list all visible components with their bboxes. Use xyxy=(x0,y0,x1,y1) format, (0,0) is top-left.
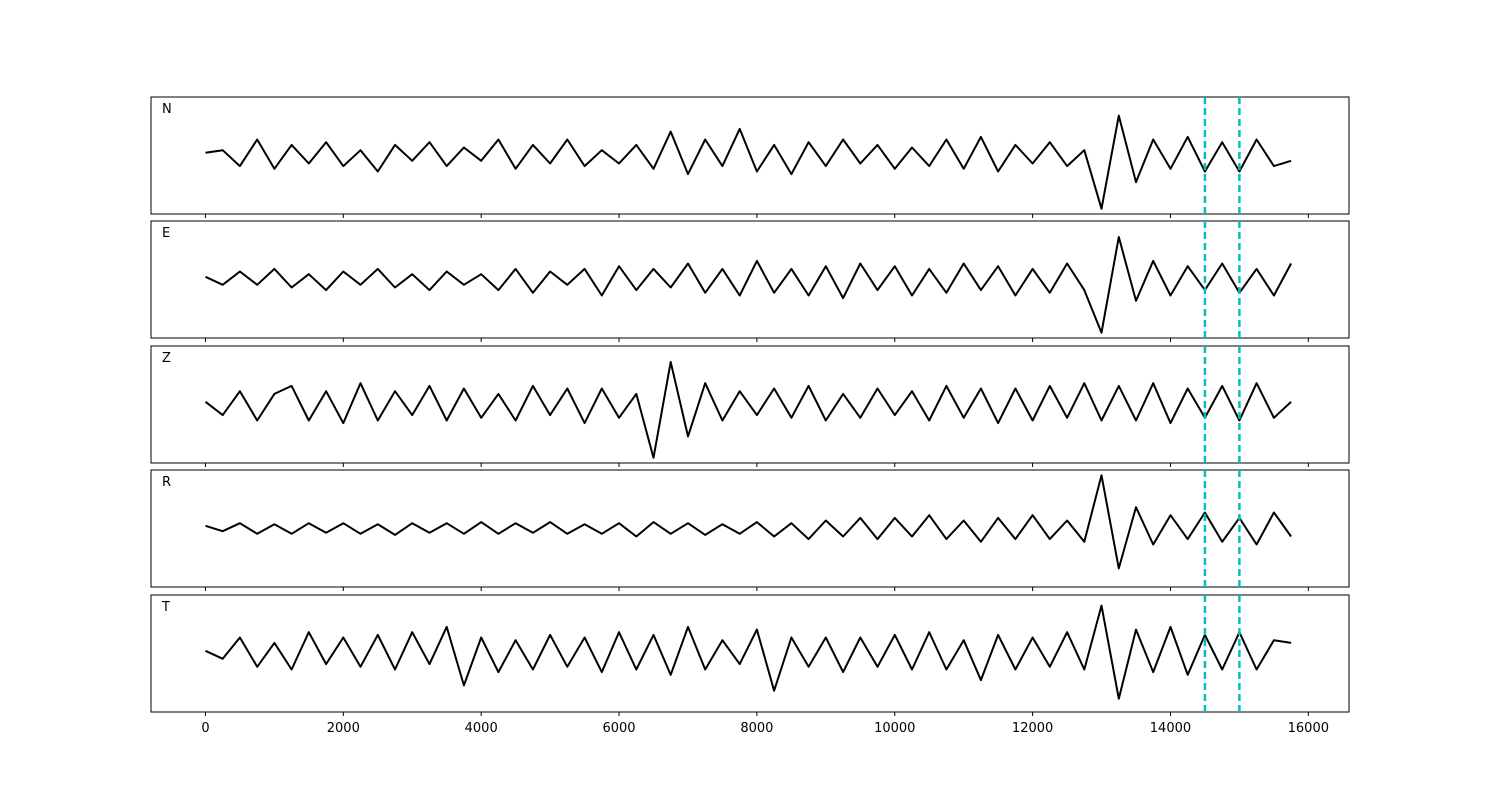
panel-label: N xyxy=(162,102,172,117)
panel-label: R xyxy=(162,475,171,490)
x-tick-label: 14000 xyxy=(1150,721,1191,736)
waveform xyxy=(205,604,1292,700)
panel-label: T xyxy=(161,600,170,615)
panel-label: E xyxy=(162,226,170,241)
axes-frame xyxy=(150,220,1350,339)
axes-frame xyxy=(150,469,1350,588)
x-tick-label: 10000 xyxy=(874,721,915,736)
axes-frame xyxy=(150,345,1350,464)
axes-frame xyxy=(150,96,1350,215)
axes-frame xyxy=(150,594,1350,713)
waveform xyxy=(205,236,1292,334)
x-tick-label: 12000 xyxy=(1012,721,1053,736)
x-tick-label: 6000 xyxy=(602,721,635,736)
x-tick-label: 2000 xyxy=(327,721,360,736)
panel-label: Z xyxy=(162,351,171,366)
x-tick-label: 4000 xyxy=(465,721,498,736)
waveform xyxy=(204,361,1292,459)
x-tick-label: 8000 xyxy=(740,721,773,736)
x-tick-label: 16000 xyxy=(1288,721,1329,736)
x-tick-label: 0 xyxy=(201,721,209,736)
waveform xyxy=(205,474,1292,570)
waveform xyxy=(205,114,1292,210)
